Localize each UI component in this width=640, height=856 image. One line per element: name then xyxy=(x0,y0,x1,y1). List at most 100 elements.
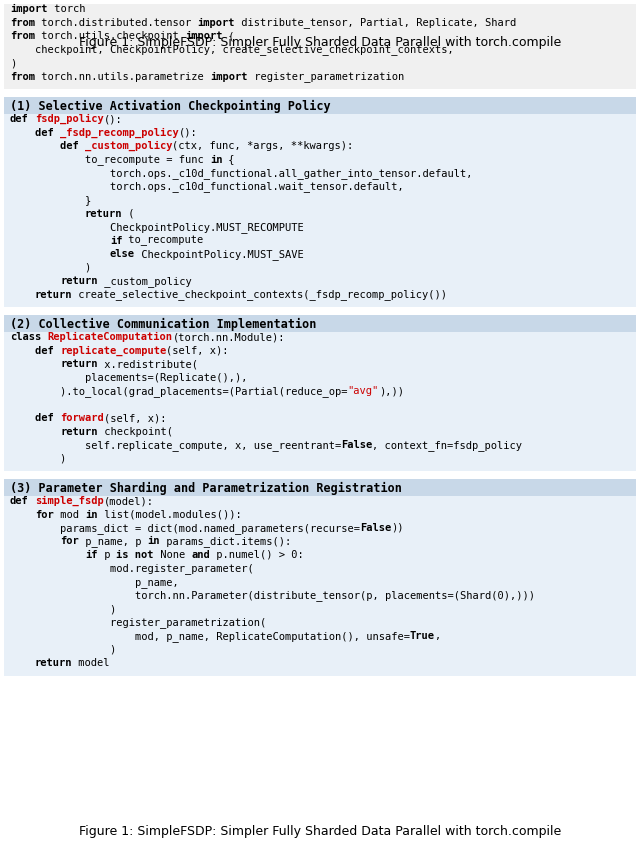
Text: torch.ops._c10d_functional.wait_tensor.default,: torch.ops._c10d_functional.wait_tensor.d… xyxy=(10,181,404,193)
Text: def: def xyxy=(10,413,54,423)
Text: import: import xyxy=(210,71,248,81)
Text: from: from xyxy=(10,72,35,81)
Text: is not: is not xyxy=(116,550,154,560)
Text: (3) Parameter Sharding and Parametrization Registration: (3) Parameter Sharding and Parametrizati… xyxy=(10,482,402,495)
Text: False: False xyxy=(341,440,372,450)
Text: Figure 1: SimpleFSDP: Simpler Fully Sharded Data Parallel with torch.compile: Figure 1: SimpleFSDP: Simpler Fully Shar… xyxy=(79,36,561,49)
Text: None: None xyxy=(154,550,191,560)
Text: in: in xyxy=(85,509,97,520)
Bar xyxy=(4,114,636,307)
Text: , context_fn=fsdp_policy: , context_fn=fsdp_policy xyxy=(372,440,522,451)
Text: ():: (): xyxy=(104,114,122,124)
Text: params_dict.items():: params_dict.items(): xyxy=(160,537,291,547)
Text: create_selective_checkpoint_contexts(_fsdp_recomp_policy()): create_selective_checkpoint_contexts(_fs… xyxy=(72,289,447,300)
Bar xyxy=(4,496,636,675)
Bar xyxy=(4,97,636,114)
Text: ).to_local(grad_placements=(Partial(reduce_op=: ).to_local(grad_placements=(Partial(redu… xyxy=(10,386,348,397)
Text: torch.nn.utils.parametrize: torch.nn.utils.parametrize xyxy=(35,72,210,81)
Text: ): ) xyxy=(10,58,16,68)
Text: ): ) xyxy=(10,454,67,463)
Text: placements=(Replicate(),),: placements=(Replicate(),), xyxy=(10,372,248,383)
Bar xyxy=(4,4,636,89)
Text: (self, x):: (self, x): xyxy=(104,413,166,423)
Text: from: from xyxy=(10,31,35,41)
Text: distribute_tensor, Partial, Replicate, Shard: distribute_tensor, Partial, Replicate, S… xyxy=(235,17,516,28)
Text: p: p xyxy=(97,550,116,560)
Text: torch.distributed.tensor: torch.distributed.tensor xyxy=(35,17,198,27)
Text: self.replicate_compute, x, use_reentrant=: self.replicate_compute, x, use_reentrant… xyxy=(10,440,341,451)
Text: return: return xyxy=(60,276,97,286)
Text: from: from xyxy=(10,17,35,27)
Text: for: for xyxy=(35,509,54,520)
Text: register_parametrization: register_parametrization xyxy=(248,72,404,82)
Text: torch.ops._c10d_functional.all_gather_into_tensor.default,: torch.ops._c10d_functional.all_gather_in… xyxy=(10,168,472,179)
Text: (1) Selective Activation Checkpointing Policy: (1) Selective Activation Checkpointing P… xyxy=(10,99,331,113)
Text: torch.utils.checkpoint: torch.utils.checkpoint xyxy=(35,31,185,41)
Text: def: def xyxy=(10,114,29,124)
Text: def: def xyxy=(10,128,54,138)
Text: fsdp_policy: fsdp_policy xyxy=(35,114,104,124)
Text: to_recompute = func: to_recompute = func xyxy=(10,154,210,165)
Text: register_parametrization(: register_parametrization( xyxy=(10,617,266,628)
Text: and: and xyxy=(191,550,210,560)
Text: (: ( xyxy=(122,209,135,218)
Text: for: for xyxy=(60,537,79,546)
Text: def: def xyxy=(10,496,29,506)
Text: (torch.nn.Module):: (torch.nn.Module): xyxy=(173,332,285,342)
Text: (: ( xyxy=(223,31,235,41)
Text: p_name,: p_name, xyxy=(10,578,179,588)
Bar xyxy=(4,315,636,332)
Text: mod.register_parameter(: mod.register_parameter( xyxy=(10,563,253,574)
Text: ): ) xyxy=(10,263,92,272)
Text: False: False xyxy=(360,523,391,533)
Text: return: return xyxy=(35,658,72,668)
Text: _fsdp_recomp_policy: _fsdp_recomp_policy xyxy=(60,128,179,138)
Text: import: import xyxy=(198,17,235,27)
Text: return: return xyxy=(60,359,97,369)
Text: class: class xyxy=(10,332,41,342)
Text: import: import xyxy=(185,31,223,41)
Text: )): )) xyxy=(391,523,404,533)
Text: }: } xyxy=(10,195,92,205)
Text: ): ) xyxy=(10,645,116,655)
Text: _custom_policy: _custom_policy xyxy=(85,141,173,152)
Text: if: if xyxy=(85,550,97,560)
Text: ():: (): xyxy=(179,128,198,138)
Text: CheckpointPolicy.MUST_SAVE: CheckpointPolicy.MUST_SAVE xyxy=(135,249,304,260)
Text: Figure 1: SimpleFSDP: Simpler Fully Sharded Data Parallel with torch.compile: Figure 1: SimpleFSDP: Simpler Fully Shar… xyxy=(79,825,561,838)
Text: mod: mod xyxy=(54,509,85,520)
Text: _custom_policy: _custom_policy xyxy=(97,276,191,287)
Text: def: def xyxy=(10,141,79,151)
Text: {: { xyxy=(223,154,235,164)
Text: checkpoint(: checkpoint( xyxy=(97,426,173,437)
Text: "avg": "avg" xyxy=(348,386,379,396)
Text: def: def xyxy=(10,346,54,355)
Text: in: in xyxy=(210,154,223,164)
Text: simple_fsdp: simple_fsdp xyxy=(35,496,104,506)
Text: checkpoint, CheckpointPolicy, create_selective_checkpoint_contexts,: checkpoint, CheckpointPolicy, create_sel… xyxy=(10,45,454,56)
Text: to_recompute: to_recompute xyxy=(122,236,204,247)
Text: import: import xyxy=(10,4,47,14)
Text: params_dict = dict(mod.named_parameters(recurse=: params_dict = dict(mod.named_parameters(… xyxy=(10,523,360,534)
Text: ReplicateComputation: ReplicateComputation xyxy=(47,332,173,342)
Text: return: return xyxy=(85,209,122,218)
Text: (ctx, func, *args, **kwargs):: (ctx, func, *args, **kwargs): xyxy=(173,141,354,151)
Text: else: else xyxy=(110,249,135,259)
Text: replicate_compute: replicate_compute xyxy=(60,346,166,356)
Text: CheckpointPolicy.MUST_RECOMPUTE: CheckpointPolicy.MUST_RECOMPUTE xyxy=(10,222,304,233)
Text: return: return xyxy=(60,426,97,437)
Text: torch: torch xyxy=(47,4,85,14)
Text: forward: forward xyxy=(60,413,104,423)
Text: if: if xyxy=(110,235,122,246)
Bar xyxy=(4,332,636,471)
Text: ): ) xyxy=(10,604,116,614)
Text: return: return xyxy=(35,289,72,300)
Text: mod, p_name, ReplicateComputation(), unsafe=: mod, p_name, ReplicateComputation(), uns… xyxy=(10,631,410,642)
Text: (2) Collective Communication Implementation: (2) Collective Communication Implementat… xyxy=(10,318,316,330)
Bar xyxy=(4,479,636,496)
Text: ),)): ),)) xyxy=(379,386,404,396)
Text: p.numel() > 0:: p.numel() > 0: xyxy=(210,550,304,560)
Text: True: True xyxy=(410,631,435,641)
Text: list(model.modules()):: list(model.modules()): xyxy=(97,509,241,520)
Text: (self, x):: (self, x): xyxy=(166,346,228,355)
